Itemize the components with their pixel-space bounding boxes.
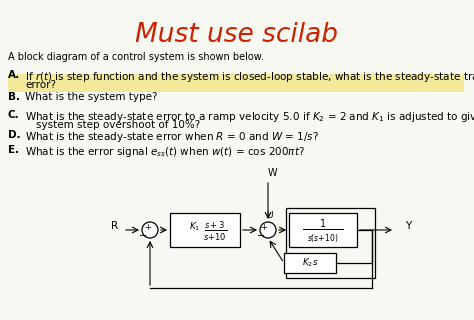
Text: What is the steady-state error to a ramp velocity 5.0 if $K_2$ = 2 and $K_1$ is : What is the steady-state error to a ramp… (25, 110, 474, 124)
Text: $s{+}10$: $s{+}10$ (203, 230, 227, 242)
Text: D.: D. (8, 130, 21, 140)
Text: If $r(t)$ is step function and the system is closed-loop stable, what is the ste: If $r(t)$ is step function and the syste… (25, 70, 474, 84)
Text: system step overshoot of 10%?: system step overshoot of 10%? (36, 120, 200, 130)
Circle shape (260, 222, 276, 238)
Text: $K_2 s$: $K_2 s$ (301, 257, 319, 269)
Circle shape (142, 222, 158, 238)
Text: Must use scilab: Must use scilab (136, 22, 338, 48)
Text: B.: B. (8, 92, 20, 102)
Text: E.: E. (8, 145, 19, 155)
Text: What is the error signal $e_{ss}(t)$ when $w(t)$ = cos 200$\pi t$?: What is the error signal $e_{ss}(t)$ whe… (25, 145, 305, 159)
Text: What is the steady-state error when $R$ = 0 and $W$ = 1/$s$?: What is the steady-state error when $R$ … (25, 130, 319, 144)
Text: W: W (267, 168, 277, 178)
Bar (284, 253, 336, 273)
Bar (286, 208, 375, 278)
Text: −: − (257, 231, 265, 241)
Text: error?: error? (25, 80, 56, 90)
Text: What is the system type?: What is the system type? (25, 92, 157, 102)
Text: $K_1$: $K_1$ (189, 221, 201, 233)
Text: $1$: $1$ (319, 217, 327, 229)
Text: A block diagram of a control system is shown below.: A block diagram of a control system is s… (8, 52, 264, 62)
Text: $s+3$: $s+3$ (204, 220, 226, 230)
Bar (289, 213, 357, 247)
Text: $s(s{+}10)$: $s(s{+}10)$ (307, 232, 339, 244)
Text: +: + (145, 222, 151, 231)
Text: Y: Y (405, 221, 411, 231)
Bar (8, 74, 464, 92)
Text: −: − (139, 231, 147, 241)
Text: R: R (111, 221, 118, 231)
Text: +: + (261, 222, 267, 231)
Text: C.: C. (8, 110, 19, 120)
Bar (170, 213, 240, 247)
Text: U: U (267, 212, 273, 220)
Text: A.: A. (8, 70, 20, 80)
